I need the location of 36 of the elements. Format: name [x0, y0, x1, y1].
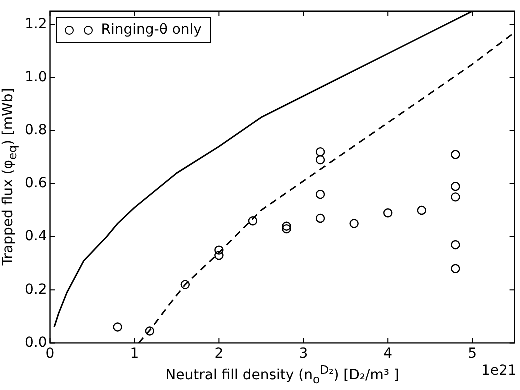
y-tick-label: 0.4	[25, 228, 48, 245]
point	[316, 190, 326, 200]
legend-label: Ringing-θ only	[101, 22, 202, 38]
point	[316, 155, 326, 165]
x-tick-label: 4	[384, 346, 393, 362]
x-tick-label: 5	[468, 346, 478, 362]
point	[113, 322, 122, 332]
x-axis-title: Neutral fill density (n$_{o}$$^{D₂}$) [D₂/m³ ]	[166, 363, 400, 387]
x-tick-label: 2	[214, 346, 224, 362]
y-tick-label: 0.6	[25, 176, 48, 192]
y-tick-label: 0.2	[25, 282, 48, 298]
text: 1e21	[481, 363, 517, 380]
point	[282, 222, 292, 232]
x-tick-label: 1	[130, 346, 140, 362]
point	[316, 214, 326, 224]
point	[451, 150, 460, 160]
y-tick-label: 0.8	[25, 122, 48, 138]
point	[248, 216, 258, 226]
point	[214, 251, 224, 260]
point	[180, 280, 190, 290]
x-tick-label: 3	[299, 346, 308, 362]
y-tick-label: 0.0	[25, 334, 48, 351]
point	[282, 224, 292, 234]
x-tick-label: 0	[46, 346, 55, 362]
point	[214, 246, 224, 255]
point	[384, 208, 393, 218]
point	[451, 264, 460, 274]
point	[451, 182, 460, 192]
y-tick-label: 1.2	[25, 16, 48, 32]
point	[417, 206, 426, 216]
point	[316, 147, 326, 157]
point	[451, 192, 460, 202]
point	[145, 326, 155, 336]
y-tick-label: 1.0	[25, 69, 48, 86]
point	[451, 240, 460, 250]
point	[350, 219, 359, 228]
